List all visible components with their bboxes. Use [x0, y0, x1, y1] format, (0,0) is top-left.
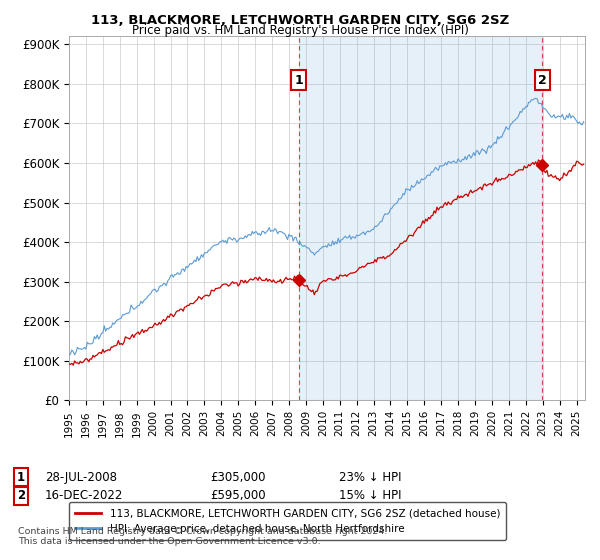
Text: £305,000: £305,000: [210, 470, 265, 484]
Text: 23% ↓ HPI: 23% ↓ HPI: [339, 470, 401, 484]
Text: 113, BLACKMORE, LETCHWORTH GARDEN CITY, SG6 2SZ: 113, BLACKMORE, LETCHWORTH GARDEN CITY, …: [91, 14, 509, 27]
Text: Price paid vs. HM Land Registry's House Price Index (HPI): Price paid vs. HM Land Registry's House …: [131, 24, 469, 37]
Text: 1: 1: [294, 73, 303, 87]
Legend: 113, BLACKMORE, LETCHWORTH GARDEN CITY, SG6 2SZ (detached house), HPI: Average p: 113, BLACKMORE, LETCHWORTH GARDEN CITY, …: [69, 502, 506, 540]
Text: 15% ↓ HPI: 15% ↓ HPI: [339, 489, 401, 502]
Text: 16-DEC-2022: 16-DEC-2022: [45, 489, 124, 502]
Text: £595,000: £595,000: [210, 489, 266, 502]
Text: Contains HM Land Registry data © Crown copyright and database right 2024.
This d: Contains HM Land Registry data © Crown c…: [18, 526, 388, 546]
Bar: [299, 36, 542, 400]
Text: 2: 2: [17, 489, 25, 502]
Text: 1: 1: [17, 470, 25, 484]
Text: 28-JUL-2008: 28-JUL-2008: [45, 470, 117, 484]
Text: 2: 2: [538, 73, 547, 87]
